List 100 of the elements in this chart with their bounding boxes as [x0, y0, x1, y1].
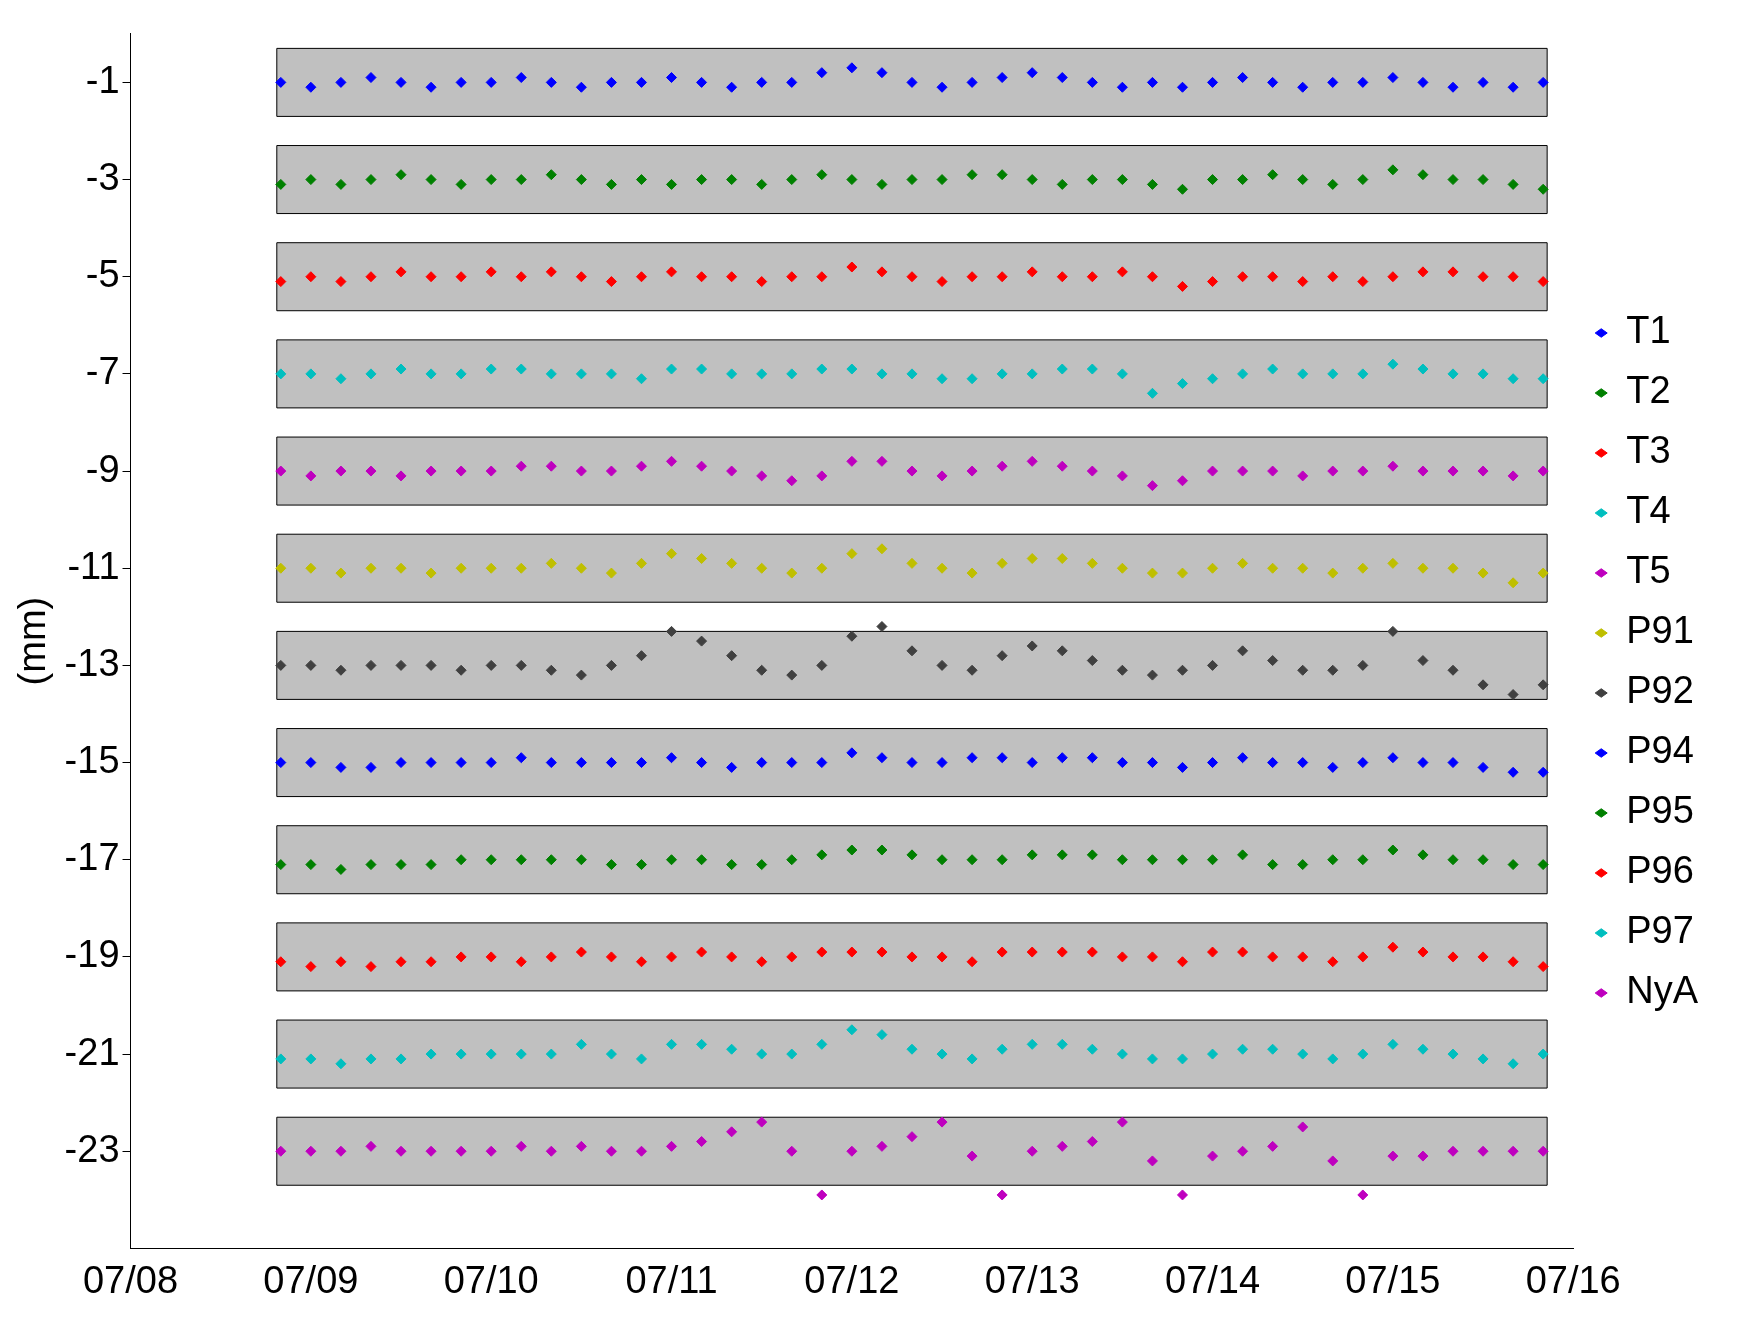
point: [1357, 174, 1369, 186]
point: [1176, 854, 1188, 866]
point: [1357, 562, 1369, 574]
point: [876, 621, 888, 633]
x-tick-label: 07/14: [1164, 1258, 1261, 1301]
point: [966, 271, 978, 283]
point: [1116, 951, 1128, 963]
point: [1537, 76, 1549, 88]
point: [1357, 465, 1369, 477]
point: [936, 1048, 948, 1060]
point: [1297, 470, 1309, 482]
point: [1207, 854, 1219, 866]
point: [1297, 1121, 1309, 1133]
point: [1207, 1150, 1219, 1162]
point: [696, 854, 708, 866]
point: [666, 1038, 678, 1050]
point: [1267, 859, 1279, 871]
point: [1297, 757, 1309, 769]
point: [816, 946, 828, 958]
point: [846, 174, 858, 186]
point: [1297, 174, 1309, 186]
point: [816, 67, 828, 79]
point: [1056, 849, 1068, 861]
point: [996, 72, 1008, 84]
point: [395, 470, 407, 482]
point: [1176, 81, 1188, 93]
point: [1507, 178, 1519, 190]
point: [1477, 76, 1489, 88]
point: [545, 368, 557, 380]
point: [756, 276, 768, 288]
point: [906, 849, 918, 861]
point: [1507, 577, 1519, 589]
point: [515, 956, 527, 968]
point: [575, 946, 587, 958]
point: [365, 761, 377, 773]
point: [1327, 854, 1339, 866]
point: [485, 951, 497, 963]
point: [1026, 849, 1038, 861]
point: [305, 174, 317, 186]
point: [966, 956, 978, 968]
point: [1327, 465, 1339, 477]
point: [575, 81, 587, 93]
point: [1447, 854, 1459, 866]
point: [605, 178, 617, 190]
point: [876, 543, 888, 555]
x-tick-label: 07/11: [625, 1258, 718, 1301]
point: [515, 363, 527, 375]
point: [1267, 562, 1279, 574]
point: [1146, 669, 1158, 681]
point: [545, 266, 557, 278]
point: [1387, 557, 1399, 569]
point: [1477, 567, 1489, 579]
point: [395, 1053, 407, 1065]
point: [1447, 951, 1459, 963]
point: [1056, 460, 1068, 472]
point: [335, 76, 347, 88]
point: [545, 951, 557, 963]
point: [666, 951, 678, 963]
point: [365, 72, 377, 84]
point: [1297, 562, 1309, 574]
point: [1537, 567, 1549, 579]
point: [876, 368, 888, 380]
point: [1417, 946, 1429, 958]
point: [996, 368, 1008, 380]
point: [1357, 854, 1369, 866]
point: [666, 72, 678, 84]
point: [275, 562, 287, 574]
point: [996, 1189, 1008, 1201]
point: [455, 1048, 467, 1060]
point: [726, 81, 738, 93]
point: [275, 178, 287, 190]
point: [455, 1145, 467, 1157]
point: [545, 854, 557, 866]
point: [395, 169, 407, 181]
point: [996, 752, 1008, 764]
point: [335, 567, 347, 579]
point: [876, 67, 888, 79]
point: [726, 1043, 738, 1055]
point: [425, 956, 437, 968]
point: [305, 961, 317, 973]
point: [996, 271, 1008, 283]
point: [605, 76, 617, 88]
point: [575, 1140, 587, 1152]
point: [1237, 849, 1249, 861]
point: [1267, 757, 1279, 769]
point: [756, 562, 768, 574]
point: [1447, 1048, 1459, 1060]
legend-label: T5: [1626, 549, 1671, 592]
y-tick-label: -17: [64, 836, 120, 879]
point: [1267, 951, 1279, 963]
y-tick-label: -15: [64, 739, 120, 782]
point: [1207, 946, 1219, 958]
point: [425, 1048, 437, 1060]
point: [1507, 956, 1519, 968]
point: [696, 635, 708, 647]
point: [1086, 465, 1098, 477]
point: [756, 956, 768, 968]
point: [1056, 1140, 1068, 1152]
legend-label: P94: [1626, 729, 1694, 772]
point: [696, 76, 708, 88]
